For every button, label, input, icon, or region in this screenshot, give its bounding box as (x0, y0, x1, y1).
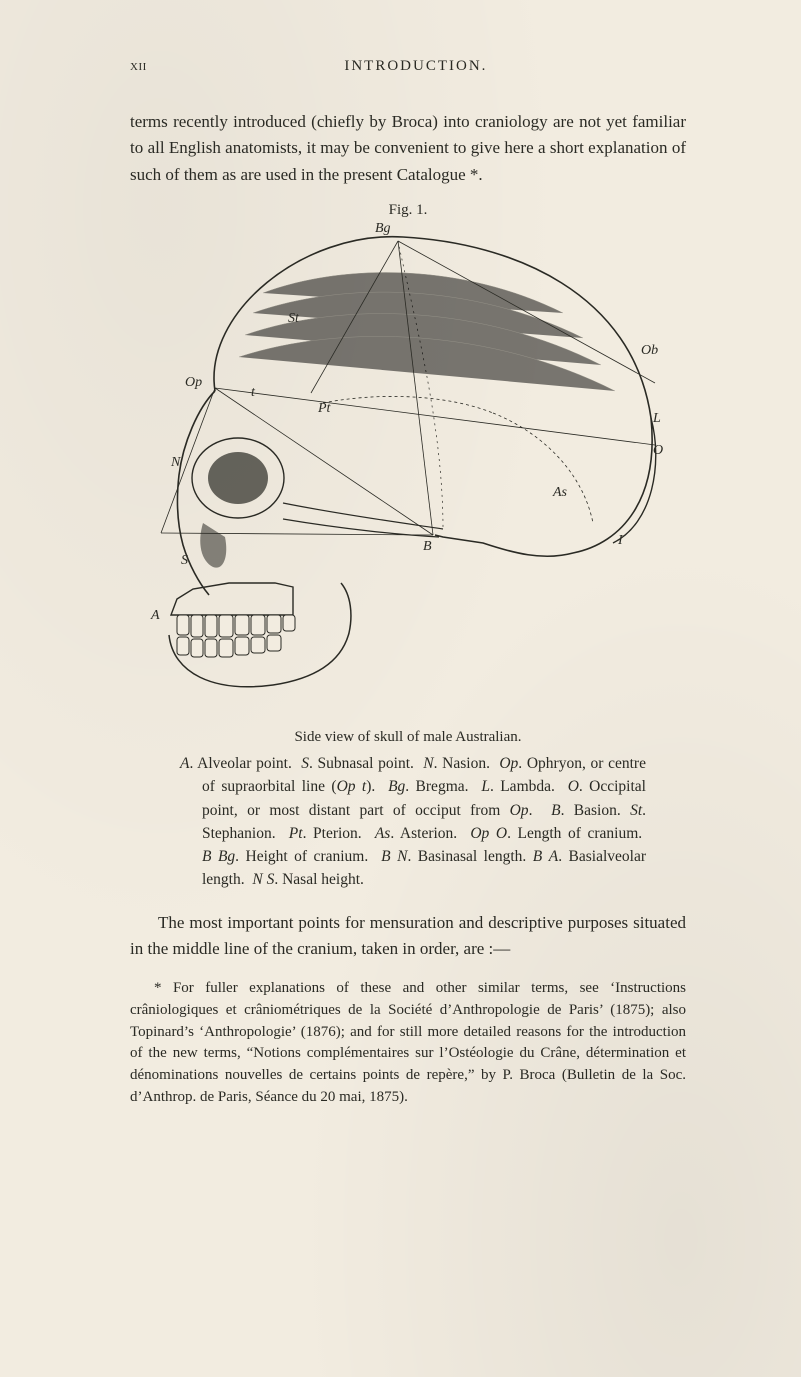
skull-label-B: B (423, 539, 432, 555)
intro-paragraph: terms recently introduced (chiefly by Br… (130, 109, 686, 188)
page-number: xii (130, 58, 147, 75)
skull-label-Bg: Bg (375, 221, 391, 237)
figure-caption-line: Side view of skull of male Australian. (130, 729, 686, 746)
running-title: INTRODUCTION. (344, 58, 487, 75)
page: xii INTRODUCTION. terms recently introdu… (0, 0, 801, 1377)
skull-label-N: N (171, 455, 180, 471)
footnote: * For fuller explanations of these and o… (130, 978, 686, 1109)
skull-label-O: O (653, 443, 663, 459)
running-header: xii INTRODUCTION. (130, 58, 686, 75)
skull-label-Op: Op (185, 375, 202, 391)
skull-label-I: I (618, 533, 623, 549)
skull-label-A: A (151, 608, 160, 624)
skull-label-St: St (288, 311, 299, 327)
figure-caption-key: A. Alveolar point. S. Subnasal point. N.… (150, 752, 646, 892)
skull-svg (143, 223, 673, 723)
figure-label: Fig. 1. (130, 202, 686, 219)
skull-figure: Bg St Op t Pt N S A B Ob LO As I (143, 223, 673, 723)
skull-label-t: t (251, 385, 255, 401)
skull-label-S: S (181, 553, 188, 569)
skull-label-As: As (553, 485, 567, 501)
skull-label-Ob: Ob (641, 343, 658, 359)
skull-label-Pt: Pt (318, 401, 330, 417)
skull-label-L: L (653, 411, 661, 427)
body-paragraph: The most important points for mensuratio… (130, 910, 686, 963)
